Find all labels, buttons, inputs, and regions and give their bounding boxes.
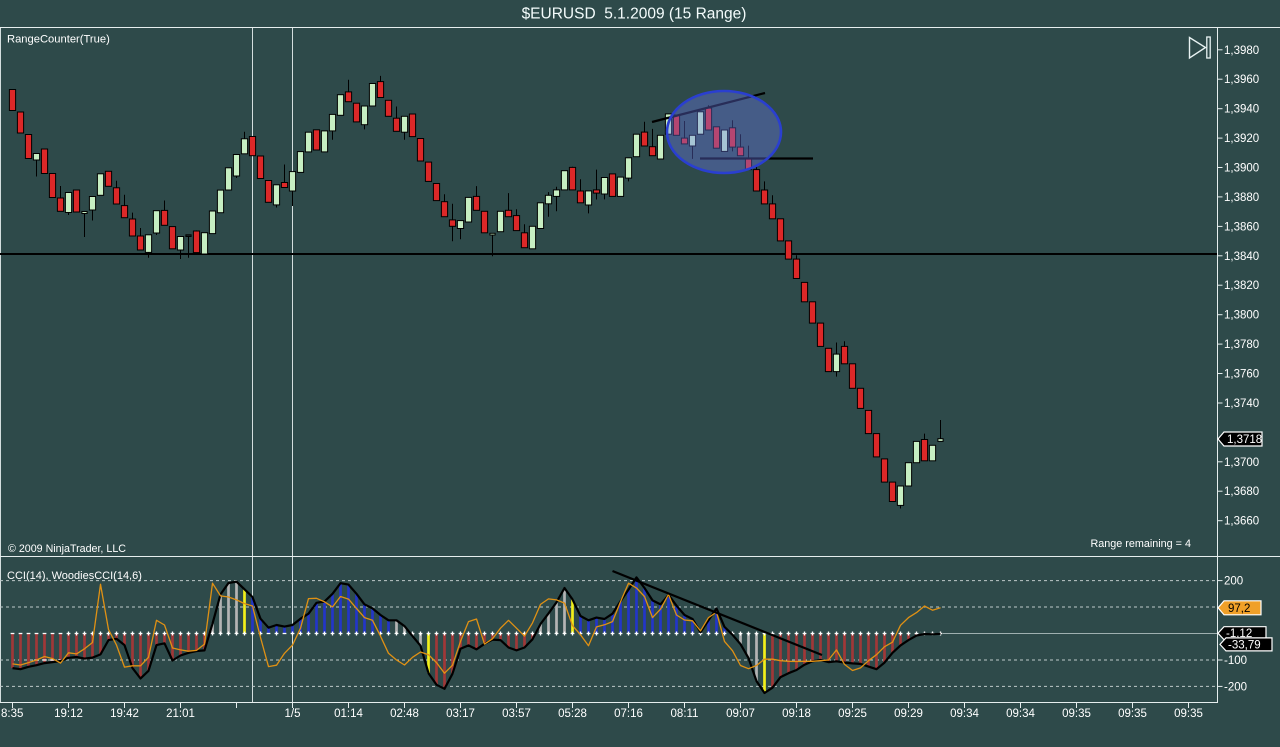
svg-text:21:01: 21:01 bbox=[166, 708, 195, 720]
svg-text:CCI(14), WoodiesCCI(14,6): CCI(14), WoodiesCCI(14,6) bbox=[7, 570, 142, 582]
svg-text:1,3680: 1,3680 bbox=[1224, 486, 1259, 498]
svg-text:$EURUSD 5.1.2009 (15 Range): $EURUSD 5.1.2009 (15 Range) bbox=[522, 6, 747, 23]
svg-text:09:25: 09:25 bbox=[838, 708, 867, 720]
svg-text:1/5: 1/5 bbox=[285, 708, 301, 720]
svg-text:1,3800: 1,3800 bbox=[1224, 310, 1259, 322]
svg-text:8:35: 8:35 bbox=[1, 708, 23, 720]
svg-text:03:17: 03:17 bbox=[446, 708, 475, 720]
svg-text:09:18: 09:18 bbox=[782, 708, 811, 720]
svg-text:09:35: 09:35 bbox=[1118, 708, 1147, 720]
svg-text:1,3780: 1,3780 bbox=[1224, 339, 1259, 351]
svg-text:-1,12: -1,12 bbox=[1226, 628, 1252, 640]
svg-text:09:34: 09:34 bbox=[1006, 708, 1035, 720]
svg-text:-33,79: -33,79 bbox=[1228, 639, 1261, 651]
svg-text:1,3920: 1,3920 bbox=[1224, 133, 1259, 145]
svg-text:09:34: 09:34 bbox=[950, 708, 979, 720]
svg-text:19:42: 19:42 bbox=[110, 708, 139, 720]
svg-text:09:29: 09:29 bbox=[894, 708, 923, 720]
svg-text:05:28: 05:28 bbox=[558, 708, 587, 720]
svg-text:09:35: 09:35 bbox=[1174, 708, 1203, 720]
svg-text:09:35: 09:35 bbox=[1062, 708, 1091, 720]
svg-text:© 2009 NinjaTrader, LLC: © 2009 NinjaTrader, LLC bbox=[8, 543, 126, 555]
svg-text:1,3860: 1,3860 bbox=[1224, 221, 1259, 233]
svg-text:97,2: 97,2 bbox=[1228, 603, 1250, 615]
svg-text:1,3840: 1,3840 bbox=[1224, 251, 1259, 263]
svg-text:1,3740: 1,3740 bbox=[1224, 398, 1259, 410]
svg-text:-100: -100 bbox=[1224, 655, 1247, 667]
svg-text:1,3820: 1,3820 bbox=[1224, 280, 1259, 292]
svg-text:1,3700: 1,3700 bbox=[1224, 457, 1259, 469]
svg-text:1,3760: 1,3760 bbox=[1224, 369, 1259, 381]
svg-text:1,3660: 1,3660 bbox=[1224, 516, 1259, 528]
svg-text:19:12: 19:12 bbox=[54, 708, 83, 720]
svg-text:1,3880: 1,3880 bbox=[1224, 192, 1259, 204]
svg-text:1,3900: 1,3900 bbox=[1224, 163, 1259, 175]
svg-text:Range remaining = 4: Range remaining = 4 bbox=[1090, 538, 1191, 550]
svg-text:03:57: 03:57 bbox=[502, 708, 531, 720]
svg-text:07:16: 07:16 bbox=[614, 708, 643, 720]
svg-text:08:11: 08:11 bbox=[671, 708, 699, 720]
svg-text:1,3940: 1,3940 bbox=[1224, 104, 1259, 116]
svg-text:1,3960: 1,3960 bbox=[1224, 74, 1259, 86]
svg-text:1,3980: 1,3980 bbox=[1224, 45, 1259, 57]
svg-text:RangeCounter(True): RangeCounter(True) bbox=[7, 34, 110, 46]
svg-text:-200: -200 bbox=[1224, 681, 1247, 693]
svg-text:200: 200 bbox=[1224, 576, 1243, 588]
svg-text:09:07: 09:07 bbox=[726, 708, 755, 720]
svg-text:1,3718: 1,3718 bbox=[1227, 434, 1262, 446]
svg-text:01:14: 01:14 bbox=[334, 708, 363, 720]
svg-text:02:48: 02:48 bbox=[390, 708, 419, 720]
